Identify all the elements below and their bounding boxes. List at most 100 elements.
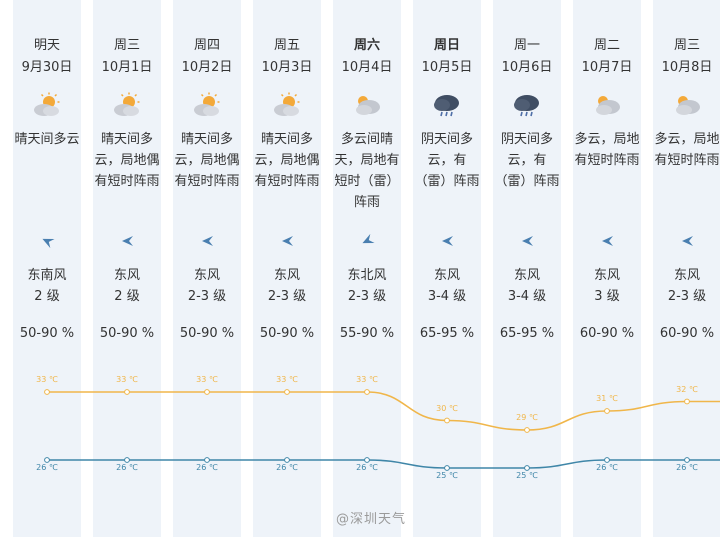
weather-text-line: 晴天间多	[260, 132, 313, 147]
humidity: 50-90 %	[179, 326, 235, 341]
wind-direction: 东风	[673, 268, 700, 283]
high-temp-point	[524, 427, 530, 433]
low-temp-label: 26 ℃	[676, 463, 698, 472]
wind-direction: 东风	[113, 268, 140, 283]
humidity: 65-95 %	[419, 326, 475, 341]
date-label: 10月7日	[581, 60, 633, 75]
wind-direction-arrow-icon	[40, 233, 55, 249]
wind-direction-arrow-icon	[360, 233, 375, 247]
low-temp-label: 26 ℃	[596, 463, 618, 472]
wind-direction: 东风	[273, 268, 300, 283]
low-temp-label: 26 ℃	[116, 463, 138, 472]
wind-level: 3 级	[594, 289, 620, 304]
day-column	[173, 0, 241, 537]
day-column	[93, 0, 161, 537]
high-temp-point	[364, 389, 370, 395]
day-label: 明天	[33, 38, 60, 53]
weather-text-line: 短时（雷）	[334, 174, 400, 189]
wind-level: 3-4 级	[427, 289, 467, 304]
humidity: 50-90 %	[99, 326, 155, 341]
day-column	[573, 0, 641, 537]
low-temp-label: 25 ℃	[516, 471, 538, 480]
low-temp-point	[604, 457, 610, 463]
wind-direction: 东风	[193, 268, 220, 283]
weather-text-line: 阴天间多	[500, 132, 553, 147]
day-label: 周日	[433, 38, 460, 53]
day-label: 周二	[593, 38, 620, 53]
wind-direction-arrow-icon	[600, 233, 614, 247]
weather-text-line: 有短时阵雨	[574, 153, 640, 168]
day-label: 周六	[353, 38, 380, 53]
low-temp-point	[684, 457, 690, 463]
wind-level: 2-3 级	[267, 289, 307, 304]
high-temp-label: 30 ℃	[436, 403, 458, 413]
weather-text-line: （雷）阵雨	[414, 174, 480, 189]
wind-direction: 东风	[433, 268, 460, 283]
low-temp-label: 25 ℃	[436, 471, 458, 480]
high-temp-point	[684, 398, 690, 405]
cloud-sun-icon	[352, 92, 382, 118]
high-temp-label: 33 ℃	[196, 375, 218, 384]
low-temp-label: 26 ℃	[196, 463, 218, 472]
sun-cloud-icon	[32, 92, 62, 118]
sun-cloud-icon	[192, 92, 222, 118]
day-label: 周四	[193, 38, 220, 53]
wind-direction: 东风	[593, 268, 620, 283]
high-temp-point	[44, 389, 50, 395]
day-column	[493, 0, 561, 537]
weather-text-line: 有短时阵雨	[174, 174, 240, 189]
wind-direction-arrow-icon	[680, 233, 694, 247]
weather-text-line: 天，局地有	[334, 153, 400, 168]
date-label: 9月30日	[21, 60, 73, 75]
wind-direction-arrow-icon	[280, 233, 294, 247]
high-temp-label: 29 ℃	[516, 413, 538, 422]
wind-level: 2 级	[34, 289, 60, 304]
high-temp-point	[124, 389, 130, 395]
weather-text-line: 有短时阵雨	[254, 174, 320, 189]
watermark: @深圳天气	[336, 512, 407, 527]
weather-text-line: 云，局地偶	[94, 153, 160, 168]
high-temp-point	[284, 389, 290, 395]
high-temp-label: 33 ℃	[116, 375, 138, 384]
day-label: 周一	[513, 38, 540, 53]
high-temp-point	[604, 408, 610, 414]
day-column	[413, 0, 481, 537]
wind-level: 3-4 级	[507, 289, 547, 304]
day-column	[653, 0, 720, 537]
day-column	[13, 0, 81, 537]
weather-text-line: 晴天间多云	[14, 132, 80, 147]
weather-text-line: 阴天间多	[420, 132, 473, 147]
low-temp-point	[444, 465, 450, 471]
high-temp-point	[444, 417, 450, 424]
wind-direction-arrow-icon	[440, 233, 454, 247]
high-temp-label: 33 ℃	[276, 375, 298, 384]
low-temp-point	[524, 465, 530, 471]
high-temp-label: 32 ℃	[676, 384, 698, 394]
wind-direction: 东北风	[347, 268, 387, 283]
date-label: 10月3日	[261, 60, 313, 75]
wind-level: 2-3 级	[667, 289, 707, 304]
humidity: 50-90 %	[259, 326, 315, 341]
weather-text-line: 云，局地偶	[254, 153, 320, 168]
weather-text-line: 晴天间多	[180, 132, 233, 147]
date-label: 10月6日	[501, 60, 553, 75]
day-column	[253, 0, 321, 537]
high-temp-point	[204, 389, 210, 395]
sun-cloud-icon	[272, 92, 302, 118]
low-temp-point	[204, 457, 210, 463]
high-temp-label: 31 ℃	[596, 394, 618, 403]
day-label: 周三	[673, 38, 700, 53]
weather-text-line: 云，有	[427, 153, 467, 168]
weather-text-line: 云，局地偶	[174, 153, 240, 168]
humidity: 65-95 %	[499, 326, 555, 341]
wind-direction: 东风	[513, 268, 540, 283]
high-temp-label: 33 ℃	[36, 375, 58, 384]
low-temp-point	[364, 457, 370, 463]
cloud-sun-icon	[672, 92, 702, 118]
weather-text-line: 云，有	[507, 153, 547, 168]
date-label: 10月5日	[421, 60, 473, 75]
weather-text-line: （雷）阵雨	[494, 174, 560, 189]
rain-cloud-icon	[512, 92, 542, 118]
day-label: 周五	[273, 38, 300, 53]
weather-text-line: 多云，局地	[574, 132, 640, 147]
